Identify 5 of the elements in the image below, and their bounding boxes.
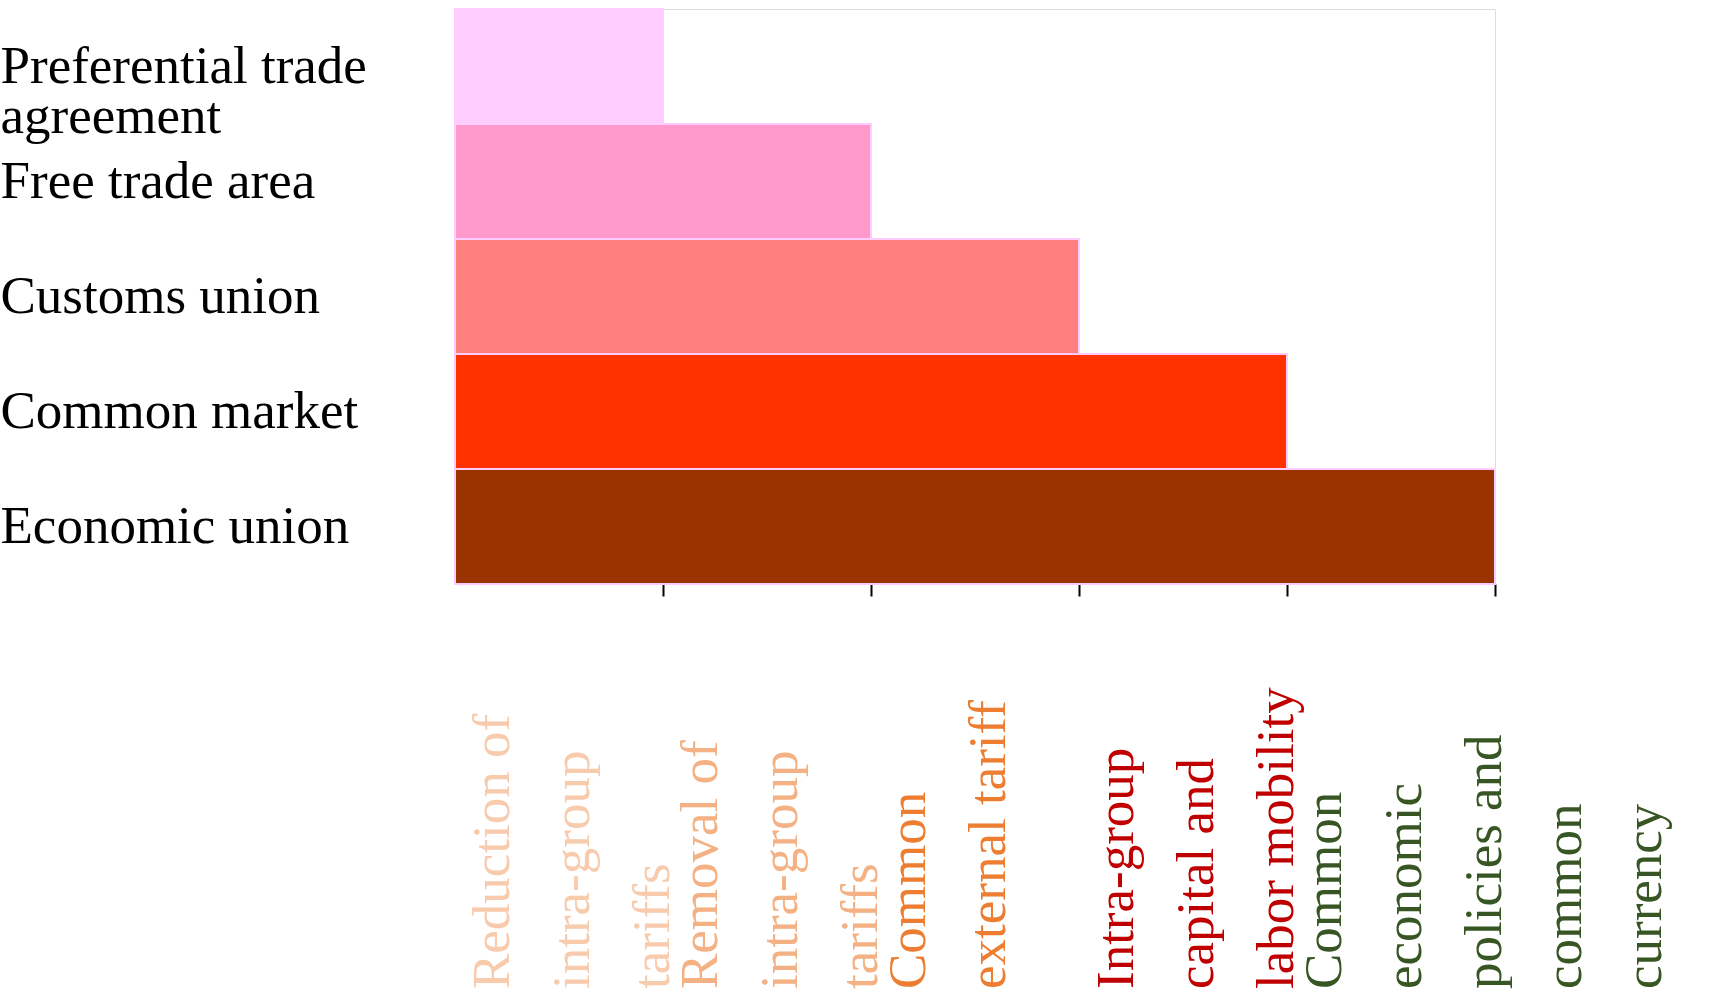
y-tick-label: Economic union [0,495,350,554]
y-tick-label: Customs union [0,265,321,324]
y-tick-label: Common market [0,380,359,439]
y-tick-label: Preferential trade agreement [0,35,367,144]
y-tick-label: Free trade area [0,150,316,209]
